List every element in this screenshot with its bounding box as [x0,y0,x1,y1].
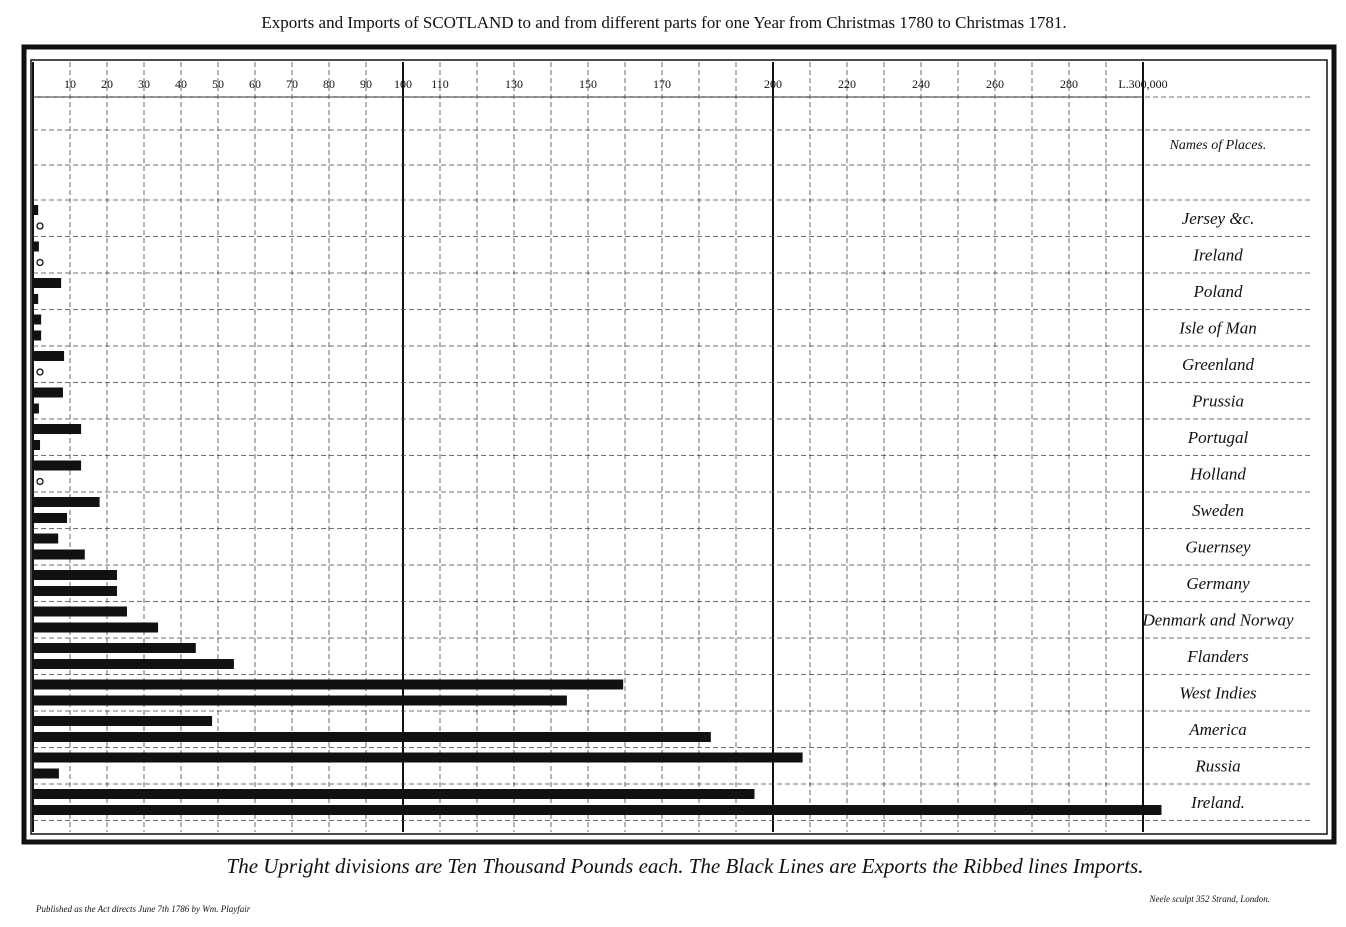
bar [33,570,117,580]
bar [33,314,42,325]
category-label: Denmark and Norway [1141,610,1294,629]
category-label: Jersey &c. [1182,209,1255,228]
x-tick-label: 90 [360,77,372,91]
category-label: Greenland [1182,355,1255,374]
category-label: Ireland. [1190,793,1245,812]
category-label: Russia [1194,756,1240,775]
bar [33,533,59,544]
bar [33,789,755,799]
caption: The Upright divisions are Ten Thousand P… [227,854,1144,878]
bar [33,294,39,304]
bar [33,351,65,361]
engraver: Neele sculpt 352 Strand, London. [1149,894,1271,904]
x-tick-label: 10 [64,77,76,91]
bar [33,643,196,653]
x-tick-label: 260 [986,77,1004,91]
bar [33,752,803,763]
inner-frame [30,59,1328,835]
bar [33,241,39,252]
bar [33,205,39,215]
bar [33,659,234,669]
category-label: America [1188,720,1247,739]
x-tick-label: L.300,000 [1118,77,1167,91]
bar [33,330,42,341]
bar [33,513,68,523]
category-label: West Indies [1179,683,1257,702]
x-tick-label: 110 [431,77,449,91]
x-tick-label: 20 [101,77,113,91]
category-label: Ireland [1192,245,1243,264]
x-tick-label: 50 [212,77,224,91]
category-label: Isle of Man [1178,318,1256,337]
x-tick-label: 40 [175,77,187,91]
bar [33,716,213,726]
outer-frame [21,44,1337,845]
bar [33,440,41,450]
zero-mark [36,258,44,267]
x-tick-label: 150 [579,77,597,91]
bar [33,606,127,617]
x-tick-label: 70 [286,77,298,91]
bar [33,424,82,434]
category-label: Prussia [1191,391,1244,410]
imprint: Published as the Act directs June 7th 17… [35,904,251,914]
zero-mark [36,222,44,230]
x-tick-label: 60 [249,77,261,91]
zero-mark [36,368,44,376]
x-tick-label: 200 [764,77,782,91]
x-tick-label: 130 [505,77,523,91]
x-tick-label: 30 [138,77,150,91]
bar [33,497,100,507]
x-tick-label: 100 [394,77,412,91]
x-tick-label: 220 [838,77,856,91]
bar [33,679,624,690]
bar [33,732,711,742]
category-label: Guernsey [1185,537,1251,556]
category-label: Holland [1189,464,1246,483]
x-tick-label: 280 [1060,77,1078,91]
x-tick-label: 80 [323,77,335,91]
x-tick-label: 170 [653,77,671,91]
x-tick-label: 240 [912,77,930,91]
bar [33,278,62,288]
bar [33,586,117,596]
bar [33,805,1162,815]
bar [33,403,39,414]
chart-title: Exports and Imports of SCOTLAND to and f… [261,13,1066,32]
bar [33,622,159,633]
column-header: Names of Places. [1169,138,1267,153]
category-label: Portugal [1187,428,1249,447]
bar [33,549,85,560]
zero-mark [36,477,44,486]
bar [33,695,567,706]
bar [33,768,59,779]
bar [33,460,82,471]
category-label: Germany [1186,574,1250,593]
category-label: Flanders [1186,647,1249,666]
bar [33,387,63,398]
category-label: Sweden [1192,501,1244,520]
category-label: Poland [1192,282,1243,301]
